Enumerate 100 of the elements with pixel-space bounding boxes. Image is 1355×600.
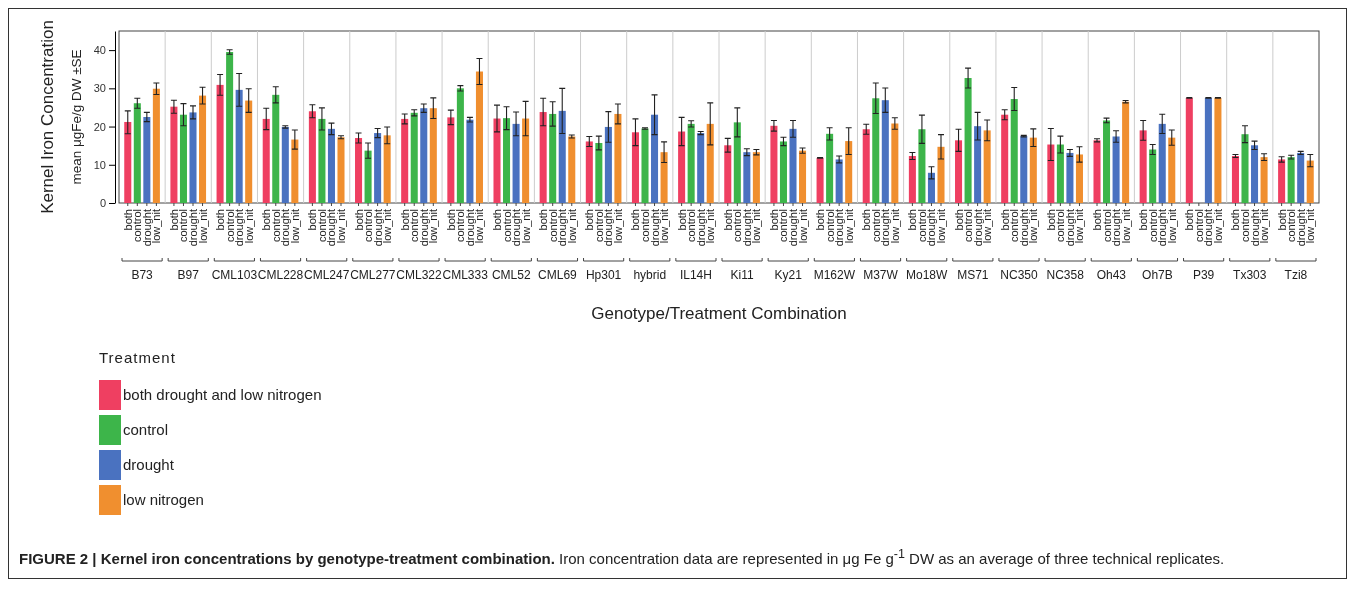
text: both [721, 209, 734, 231]
text: Iron concentration data are represented in μg Fe g$^{-1}$ DW as an average of three technical replicates. [559, 547, 1225, 567]
bar [512, 123, 520, 203]
legend-title: Treatment [99, 349, 176, 366]
bar [143, 117, 151, 203]
bar [429, 108, 437, 203]
x-tick-label: CML333 [442, 268, 489, 282]
x-tick-label: NC358 [1046, 268, 1085, 282]
text: both [352, 209, 365, 231]
bar [189, 112, 197, 203]
x-tick-label: M37W [863, 268, 899, 282]
bar [216, 84, 224, 203]
bar [1214, 97, 1222, 203]
bar [651, 114, 659, 203]
bar [1241, 134, 1249, 203]
text: both [491, 209, 503, 231]
bar [678, 131, 686, 203]
bar [262, 118, 270, 203]
bar [1168, 137, 1176, 203]
bar [291, 139, 299, 203]
bar [364, 150, 372, 203]
bar [614, 113, 622, 203]
x-tick-label: Oh43 [1096, 268, 1127, 282]
bar [1112, 136, 1120, 203]
bar [539, 112, 547, 203]
bar [410, 112, 418, 203]
text: control [177, 209, 190, 243]
bar [1149, 149, 1157, 203]
bar [927, 172, 935, 203]
bar [1029, 137, 1037, 203]
bar [1066, 152, 1074, 203]
bar [724, 145, 732, 203]
text: drought [325, 209, 338, 247]
bar [1260, 157, 1268, 203]
bar [789, 128, 797, 203]
text: both [998, 209, 1011, 231]
text: drought [648, 209, 661, 247]
text: both [1275, 209, 1288, 231]
bar [1204, 97, 1212, 203]
x-tick-label: CML322 [396, 268, 442, 282]
bar [641, 128, 649, 203]
bar [1001, 114, 1009, 203]
bar [1139, 130, 1147, 203]
text: both [444, 209, 457, 231]
bar [235, 89, 243, 203]
x-tick-label: Oh7B [1142, 268, 1173, 282]
bar [983, 130, 991, 203]
bar [420, 108, 428, 203]
bar [199, 95, 207, 203]
bar [799, 150, 807, 203]
legend-label: control [123, 421, 169, 438]
bar [456, 88, 464, 203]
text: both [1044, 209, 1057, 231]
legend-label: both drought and low nitrogen [123, 386, 322, 403]
bar [687, 123, 695, 203]
x-tick-label: CML247 [304, 268, 350, 282]
bar [697, 133, 705, 203]
bar [770, 125, 778, 203]
x-tick-label: CML228 [257, 268, 304, 282]
x-tick-label: CML277 [350, 268, 396, 282]
text: control [777, 209, 790, 243]
x-tick-label: CML69 [538, 268, 578, 282]
x-tick-label: Ki11 [730, 268, 754, 282]
x-tick-label: Hp301 [585, 268, 622, 282]
bar [631, 132, 639, 203]
bar [493, 118, 501, 203]
text: both [952, 209, 965, 231]
text: both [1229, 209, 1242, 231]
x-tick-label: NC350 [1000, 268, 1038, 282]
bar [1093, 140, 1101, 203]
bar [1122, 101, 1130, 203]
bar [706, 123, 714, 203]
bar [383, 135, 391, 203]
text: both [121, 209, 134, 231]
bar [826, 133, 834, 203]
x-tick-label: B97 [177, 268, 200, 282]
text: both [167, 209, 180, 231]
text: both [675, 209, 688, 231]
bar [549, 113, 557, 203]
x-tick-label: CML103 [211, 268, 258, 282]
y-axis-title: Kernel Iron Concentration mean μgFe/g DW ±SE [38, 20, 84, 214]
bar [1231, 155, 1239, 203]
bar [1047, 144, 1055, 203]
x-axis-title: Genotype/Treatment Combination [591, 304, 847, 323]
x-tick-label: Tzi8 [1284, 268, 1308, 282]
x-tick-label: Ky21 [774, 268, 803, 282]
bar [1306, 160, 1314, 203]
bar [522, 118, 530, 203]
bar [1297, 152, 1305, 203]
bar [908, 155, 916, 203]
bar [595, 142, 603, 203]
bar [133, 103, 141, 203]
bar [604, 126, 612, 203]
bar [1158, 123, 1166, 203]
bar [318, 118, 326, 203]
text: drought [925, 209, 938, 247]
bar [447, 117, 455, 203]
bar [862, 129, 870, 203]
x-tick-label: M162W [813, 268, 856, 282]
bar [1020, 136, 1028, 203]
